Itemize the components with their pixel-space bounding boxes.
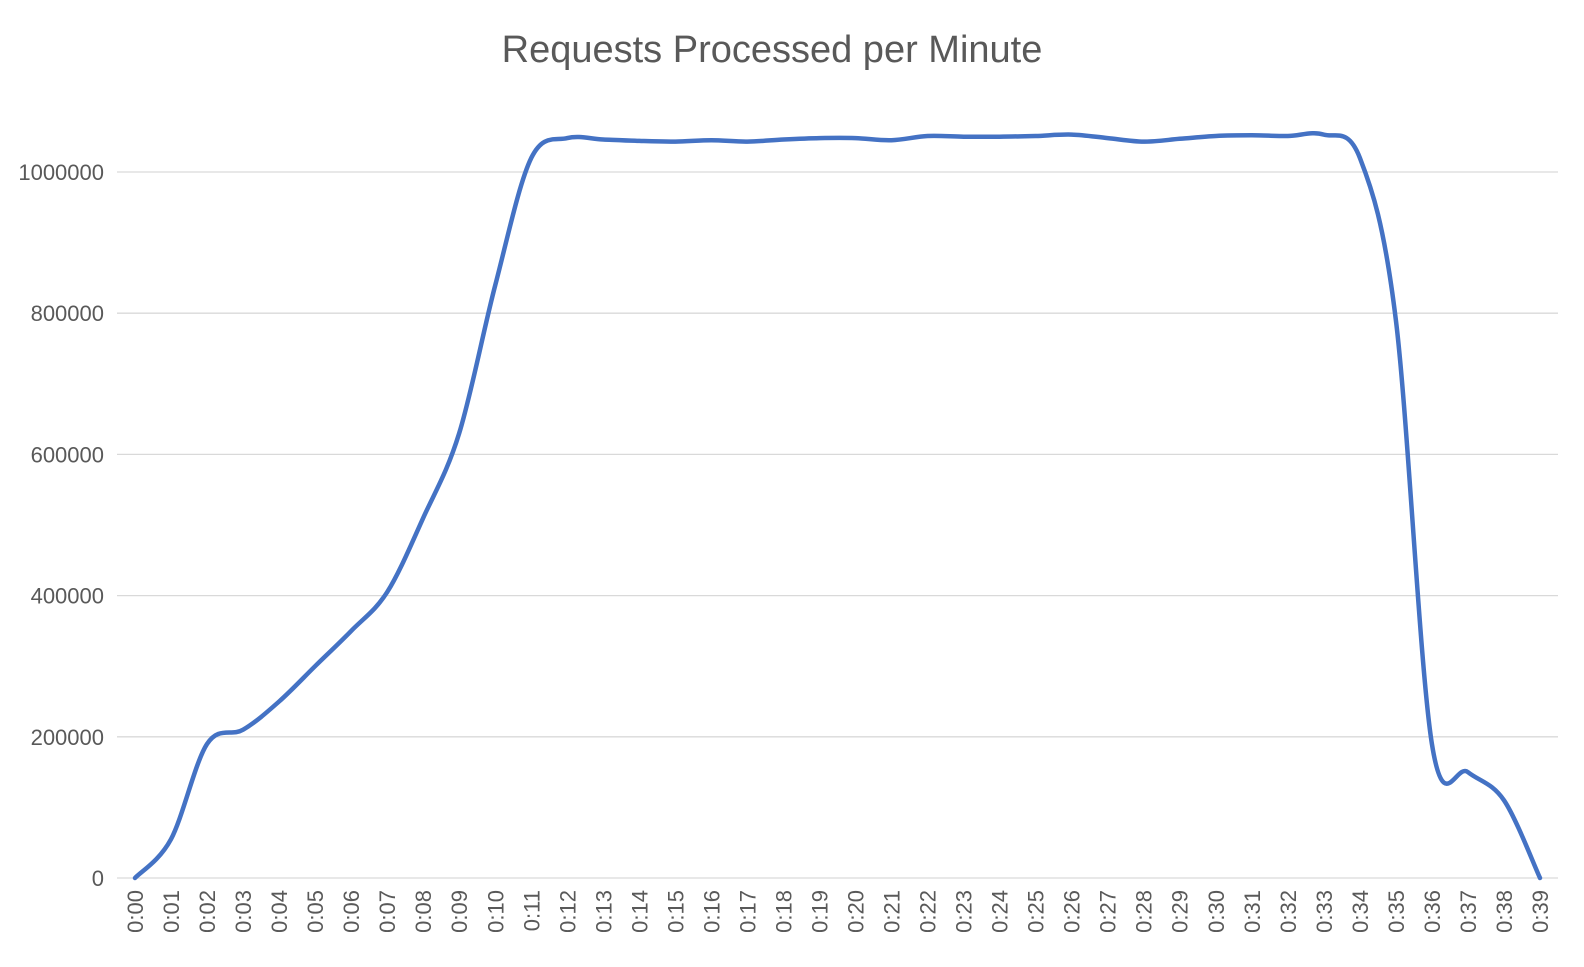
y-axis-tick-label: 1000000 bbox=[18, 160, 104, 185]
y-axis-tick-label: 600000 bbox=[31, 442, 104, 467]
x-axis-tick-label: 0:29 bbox=[1168, 890, 1193, 933]
x-axis-tick-label: 0:02 bbox=[195, 890, 220, 933]
x-axis-tick-label: 0:08 bbox=[411, 890, 436, 933]
x-axis: 0:00 0:01 0:02 0:03 0:04 0:05 0:06 0:07 0:08 0:09… bbox=[123, 890, 1553, 933]
x-axis-tick-label: 0:12 bbox=[555, 890, 580, 933]
x-axis-tick-label: 0:19 bbox=[807, 890, 832, 933]
x-axis-tick-label: 0:05 bbox=[303, 890, 328, 933]
series-line bbox=[132, 130, 1543, 881]
x-axis-tick-label: 0:04 bbox=[267, 890, 292, 933]
x-axis-tick-label: 0:18 bbox=[771, 890, 796, 933]
x-axis-tick-label: 0:01 bbox=[159, 890, 184, 933]
x-axis-tick-label: 0:25 bbox=[1024, 890, 1049, 933]
x-axis-tick-label: 0:17 bbox=[735, 890, 760, 933]
x-axis-tick-label: 0:06 bbox=[339, 890, 364, 933]
x-axis-tick-label: 0:28 bbox=[1132, 890, 1157, 933]
x-axis-tick-label: 0:35 bbox=[1384, 890, 1409, 933]
x-axis-tick-label: 0:31 bbox=[1240, 890, 1265, 933]
x-axis-tick-label: 0:37 bbox=[1456, 890, 1481, 933]
x-axis-tick-label: 0:27 bbox=[1096, 890, 1121, 933]
x-axis-tick-label: 0:15 bbox=[663, 890, 688, 933]
x-axis-tick-label: 0:24 bbox=[988, 890, 1013, 933]
x-axis-tick-label: 0:32 bbox=[1276, 890, 1301, 933]
y-axis: 0 200000 400000 600000 800000 1000000 bbox=[18, 160, 104, 891]
chart-title: Requests Processed per Minute bbox=[502, 29, 1043, 71]
x-axis-tick-label: 0:09 bbox=[447, 890, 472, 933]
x-axis-tick-label: 0:39 bbox=[1528, 890, 1553, 933]
x-axis-tick-label: 0:07 bbox=[375, 890, 400, 933]
x-axis-tick-label: 0:22 bbox=[916, 890, 941, 933]
x-axis-tick-label: 0:14 bbox=[627, 890, 652, 933]
y-axis-tick-label: 400000 bbox=[31, 584, 104, 609]
x-axis-tick-label: 0:00 bbox=[123, 890, 148, 933]
x-axis-tick-label: 0:30 bbox=[1204, 890, 1229, 933]
x-axis-tick-label: 0:23 bbox=[952, 890, 977, 933]
x-axis-tick-label: 0:38 bbox=[1492, 890, 1517, 933]
y-axis-tick-label: 800000 bbox=[31, 301, 104, 326]
x-axis-tick-label: 0:33 bbox=[1312, 890, 1337, 933]
x-axis-tick-label: 0:10 bbox=[483, 890, 508, 933]
x-axis-tick-label: 0:34 bbox=[1348, 890, 1373, 933]
y-axis-tick-label: 200000 bbox=[31, 725, 104, 750]
x-axis-tick-label: 0:21 bbox=[880, 890, 905, 933]
gridlines bbox=[117, 171, 1558, 879]
x-axis-tick-label: 0:26 bbox=[1060, 890, 1085, 933]
x-axis-tick-label: 0:16 bbox=[699, 890, 724, 933]
x-axis-tick-label: 0:11 bbox=[519, 890, 544, 931]
x-axis-tick-label: 0:13 bbox=[591, 890, 616, 933]
x-axis-tick-label: 0:03 bbox=[231, 890, 256, 933]
y-axis-tick-label: 0 bbox=[92, 866, 104, 891]
x-axis-tick-label: 0:20 bbox=[844, 890, 869, 933]
x-axis-tick-label: 0:36 bbox=[1420, 890, 1445, 933]
